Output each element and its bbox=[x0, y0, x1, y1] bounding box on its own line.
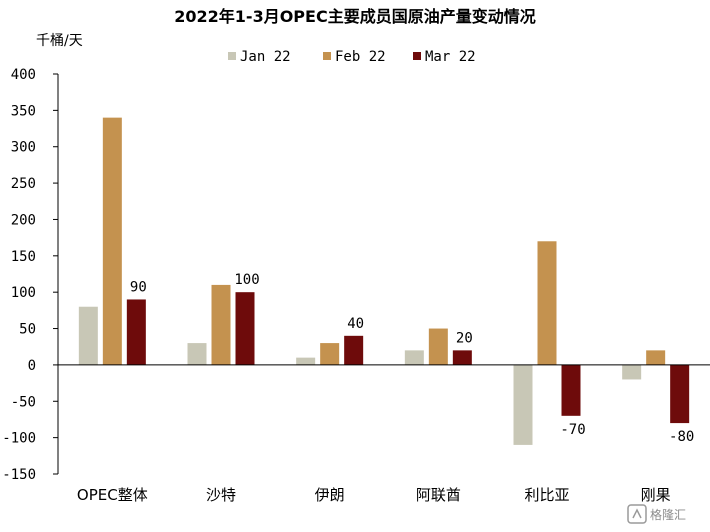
category-label: OPEC整体 bbox=[77, 486, 148, 504]
y-tick-label: 350 bbox=[11, 103, 36, 119]
data-label: 90 bbox=[130, 279, 147, 295]
watermark-text: 格隆汇 bbox=[650, 507, 686, 522]
y-tick-label: 300 bbox=[11, 140, 36, 156]
legend: Jan 22 Feb 22 Mar 22 bbox=[228, 49, 476, 65]
bar-mar-22-2 bbox=[344, 335, 364, 365]
x-axis: OPEC整体 沙特 伊朗 阿联酋 利比亚 刚果 bbox=[58, 364, 710, 504]
bar-jan-22-2 bbox=[296, 357, 316, 365]
legend-swatch bbox=[228, 52, 236, 60]
y-axis: 400 350 300 250 200 150 100 50 0 -50 -100 -150 bbox=[2, 67, 59, 483]
bar-feb-22-3 bbox=[428, 328, 448, 365]
bar-jan-22-1 bbox=[187, 343, 207, 365]
data-label: 100 bbox=[234, 272, 259, 288]
legend-label: Feb 22 bbox=[335, 49, 386, 65]
y-tick-label: -100 bbox=[2, 431, 36, 447]
category-label: 伊朗 bbox=[315, 486, 345, 504]
y-tick-label: 100 bbox=[11, 285, 36, 301]
y-tick-label: 200 bbox=[11, 212, 36, 228]
data-label: 20 bbox=[456, 330, 473, 346]
y-tick-label: 400 bbox=[11, 67, 36, 83]
y-tick-label: 250 bbox=[11, 176, 36, 192]
bar-feb-22-4 bbox=[537, 241, 557, 365]
legend-label: Jan 22 bbox=[240, 49, 291, 65]
y-tick-label: -50 bbox=[11, 394, 36, 410]
watermark: 格隆汇 bbox=[627, 504, 686, 524]
y-tick-label: 0 bbox=[28, 358, 36, 374]
bar-feb-22-1 bbox=[211, 284, 231, 365]
y-tick-label: -150 bbox=[2, 467, 36, 483]
bar-feb-22-0 bbox=[102, 117, 122, 365]
data-label: 40 bbox=[347, 316, 364, 332]
bar-jan-22-0 bbox=[78, 306, 98, 365]
category-label: 刚果 bbox=[641, 486, 671, 504]
bar-mar-22-4 bbox=[561, 364, 581, 416]
bar-mar-22-1 bbox=[235, 292, 255, 365]
bar-mar-22-0 bbox=[126, 299, 146, 365]
bar-jan-22-4 bbox=[513, 364, 533, 445]
y-tick-label: 150 bbox=[11, 249, 36, 265]
chart-title: 2022年1-3月OPEC主要成员国原油产量变动情况 bbox=[174, 7, 535, 26]
watermark-logo-icon bbox=[627, 504, 647, 524]
data-label: -70 bbox=[560, 422, 585, 438]
bar-jan-22-3 bbox=[404, 350, 424, 365]
y-axis-unit: 千桶/天 bbox=[36, 33, 83, 49]
data-labels: 90 100 40 20 -70 -80 bbox=[130, 272, 694, 445]
bars bbox=[78, 117, 690, 445]
bar-feb-22-5 bbox=[646, 350, 666, 365]
data-label: -80 bbox=[669, 429, 694, 445]
y-tick-label: 50 bbox=[19, 322, 36, 338]
watermark-logo-mark bbox=[632, 508, 642, 519]
category-label: 利比亚 bbox=[524, 486, 569, 504]
bar-mar-22-5 bbox=[670, 364, 690, 424]
legend-swatch bbox=[323, 52, 331, 60]
bar-jan-22-5 bbox=[622, 364, 642, 380]
category-label: 沙特 bbox=[206, 486, 236, 504]
legend-swatch bbox=[413, 52, 421, 60]
bar-mar-22-3 bbox=[452, 350, 472, 365]
legend-label: Mar 22 bbox=[425, 49, 476, 65]
bar-feb-22-2 bbox=[320, 343, 340, 365]
category-label: 阿联酋 bbox=[416, 486, 461, 504]
